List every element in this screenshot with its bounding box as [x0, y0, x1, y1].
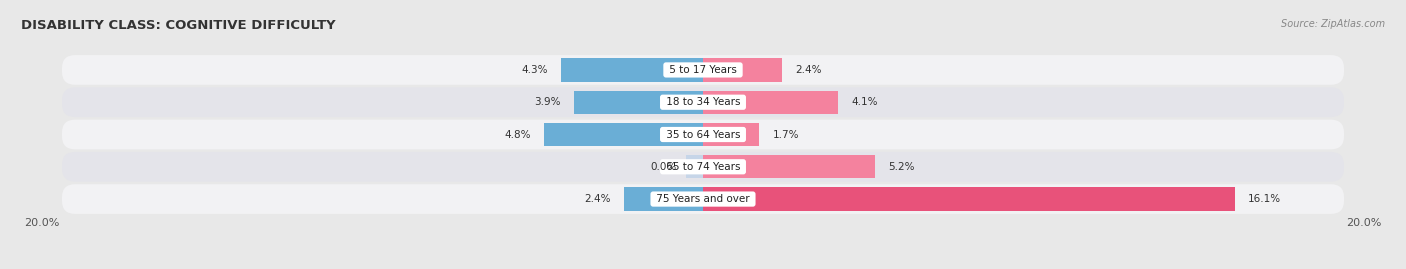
- Text: 5.2%: 5.2%: [889, 162, 914, 172]
- Bar: [561, 58, 703, 82]
- Text: 0.0%: 0.0%: [651, 162, 676, 172]
- Text: 35 to 64 Years: 35 to 64 Years: [662, 129, 744, 140]
- Text: 5 to 17 Years: 5 to 17 Years: [666, 65, 740, 75]
- Text: DISABILITY CLASS: COGNITIVE DIFFICULTY: DISABILITY CLASS: COGNITIVE DIFFICULTY: [21, 19, 336, 32]
- FancyBboxPatch shape: [62, 87, 1344, 117]
- Text: 2.4%: 2.4%: [796, 65, 823, 75]
- Text: 75 Years and over: 75 Years and over: [652, 194, 754, 204]
- Text: 2.4%: 2.4%: [583, 194, 610, 204]
- Bar: [703, 155, 875, 178]
- Text: Source: ZipAtlas.com: Source: ZipAtlas.com: [1281, 19, 1385, 29]
- Bar: [703, 58, 782, 82]
- Text: 16.1%: 16.1%: [1249, 194, 1281, 204]
- Text: 4.8%: 4.8%: [505, 129, 531, 140]
- Bar: [703, 123, 759, 146]
- Bar: [624, 187, 703, 211]
- Text: 1.7%: 1.7%: [772, 129, 799, 140]
- Bar: [703, 91, 838, 114]
- Text: 18 to 34 Years: 18 to 34 Years: [662, 97, 744, 107]
- Text: 4.3%: 4.3%: [522, 65, 548, 75]
- Bar: [703, 187, 1234, 211]
- Text: 65 to 74 Years: 65 to 74 Years: [662, 162, 744, 172]
- Bar: [574, 91, 703, 114]
- Text: 4.1%: 4.1%: [852, 97, 879, 107]
- FancyBboxPatch shape: [62, 120, 1344, 149]
- Bar: [686, 155, 703, 178]
- Bar: [544, 123, 703, 146]
- FancyBboxPatch shape: [62, 184, 1344, 214]
- Text: 3.9%: 3.9%: [534, 97, 561, 107]
- FancyBboxPatch shape: [62, 55, 1344, 85]
- FancyBboxPatch shape: [62, 152, 1344, 182]
